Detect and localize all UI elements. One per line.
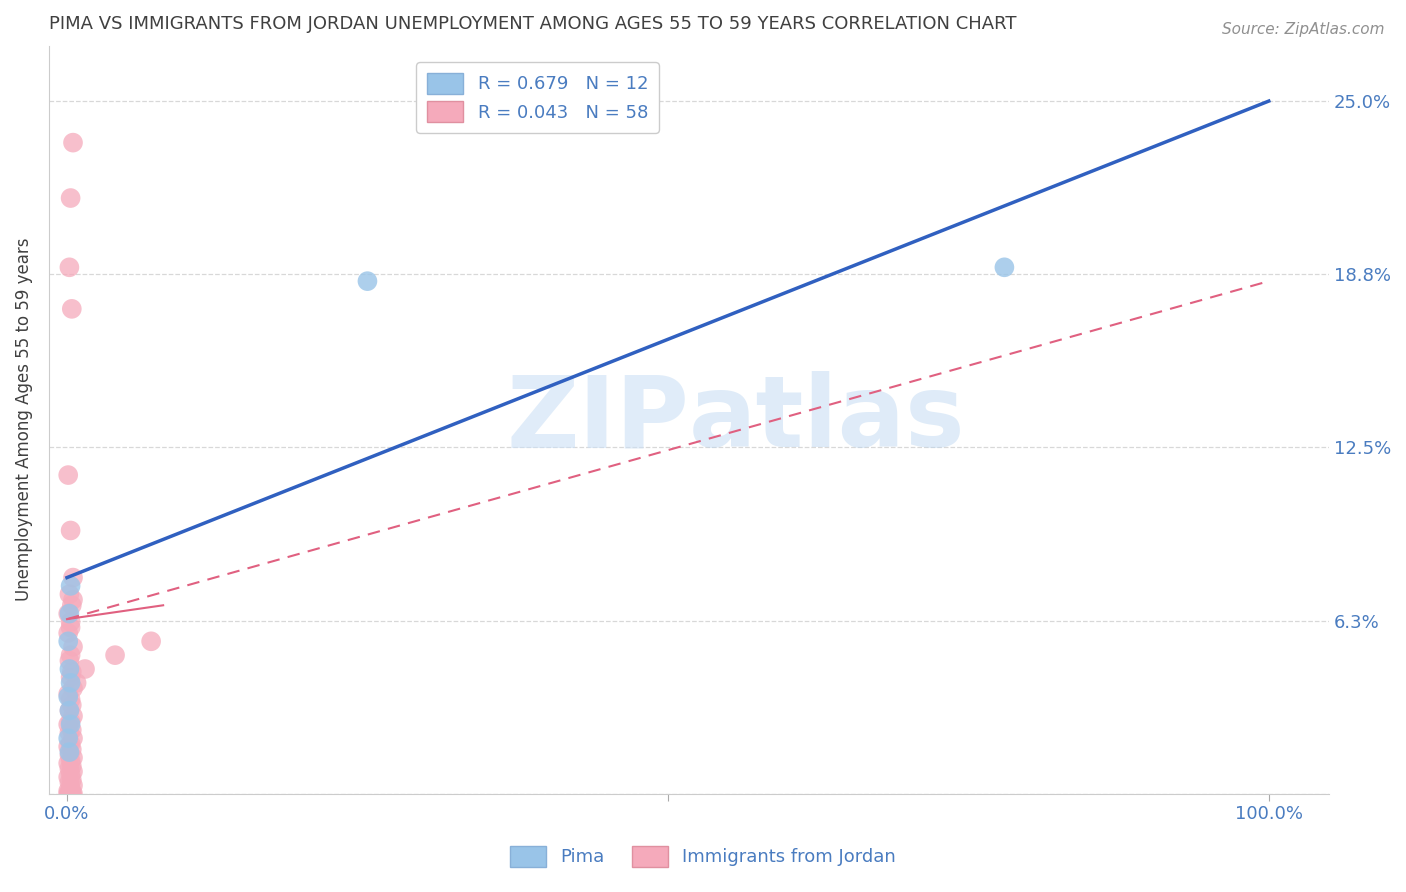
Point [59,753,82,767]
Point [58,747,80,762]
Point [60,301,83,316]
Point [58,260,80,275]
Point [59,692,82,706]
Legend: R = 0.679   N = 12, R = 0.043   N = 58: R = 0.679 N = 12, R = 0.043 N = 58 [416,62,659,133]
Point [58,725,80,739]
Point [58,468,80,483]
Point [58,662,80,676]
Point [58,687,80,701]
Point [62,778,84,792]
Point [62,709,84,723]
Point [62,764,84,779]
Point [59,524,82,538]
Point [58,654,80,668]
Point [356,274,378,288]
Point [60,772,83,787]
Text: PIMA VS IMMIGRANTS FROM JORDAN UNEMPLOYMENT AMONG AGES 55 TO 59 YEARS CORRELATIO: PIMA VS IMMIGRANTS FROM JORDAN UNEMPLOYM… [49,15,1017,33]
Point [59,787,82,801]
Point [59,781,82,796]
Point [58,626,80,640]
Point [58,704,80,718]
Point [139,634,162,648]
Point [62,136,84,150]
Point [59,191,82,205]
Point [59,620,82,634]
Point [60,787,83,801]
Point [58,745,80,759]
Point [104,648,127,662]
Point [58,787,80,801]
Point [58,739,80,754]
Point [59,579,82,593]
Point [59,737,82,751]
Text: ZIP: ZIP [506,371,689,468]
Point [59,670,82,684]
Point [60,742,83,756]
Point [73,662,96,676]
Point [59,767,82,781]
Point [60,698,83,712]
Point [59,676,82,690]
Point [59,615,82,629]
Point [62,640,84,654]
Point [58,787,80,801]
Point [58,607,80,621]
Point [62,681,84,696]
Point [58,607,80,621]
Point [60,723,83,737]
Point [62,787,84,801]
Point [62,750,84,764]
Point [58,787,80,801]
Legend: Pima, Immigrants from Jordan: Pima, Immigrants from Jordan [503,838,903,874]
Point [59,714,82,729]
Point [58,784,80,798]
Point [58,704,80,718]
Point [60,759,83,773]
Point [58,587,80,601]
Point [993,260,1015,275]
Point [58,634,80,648]
Point [62,731,84,746]
Point [58,775,80,789]
Point [58,756,80,771]
Point [62,592,84,607]
Point [60,787,83,801]
Point [60,599,83,613]
Y-axis label: Unemployment Among Ages 55 to 59 years: Unemployment Among Ages 55 to 59 years [15,238,32,601]
Point [58,690,80,704]
Point [62,571,84,585]
Point [59,648,82,662]
Point [59,717,82,731]
Point [65,676,87,690]
Point [60,665,83,679]
Text: Source: ZipAtlas.com: Source: ZipAtlas.com [1222,22,1385,37]
Text: atlas: atlas [689,371,966,468]
Point [58,717,80,731]
Point [58,731,80,746]
Point [58,762,80,776]
Point [58,770,80,784]
